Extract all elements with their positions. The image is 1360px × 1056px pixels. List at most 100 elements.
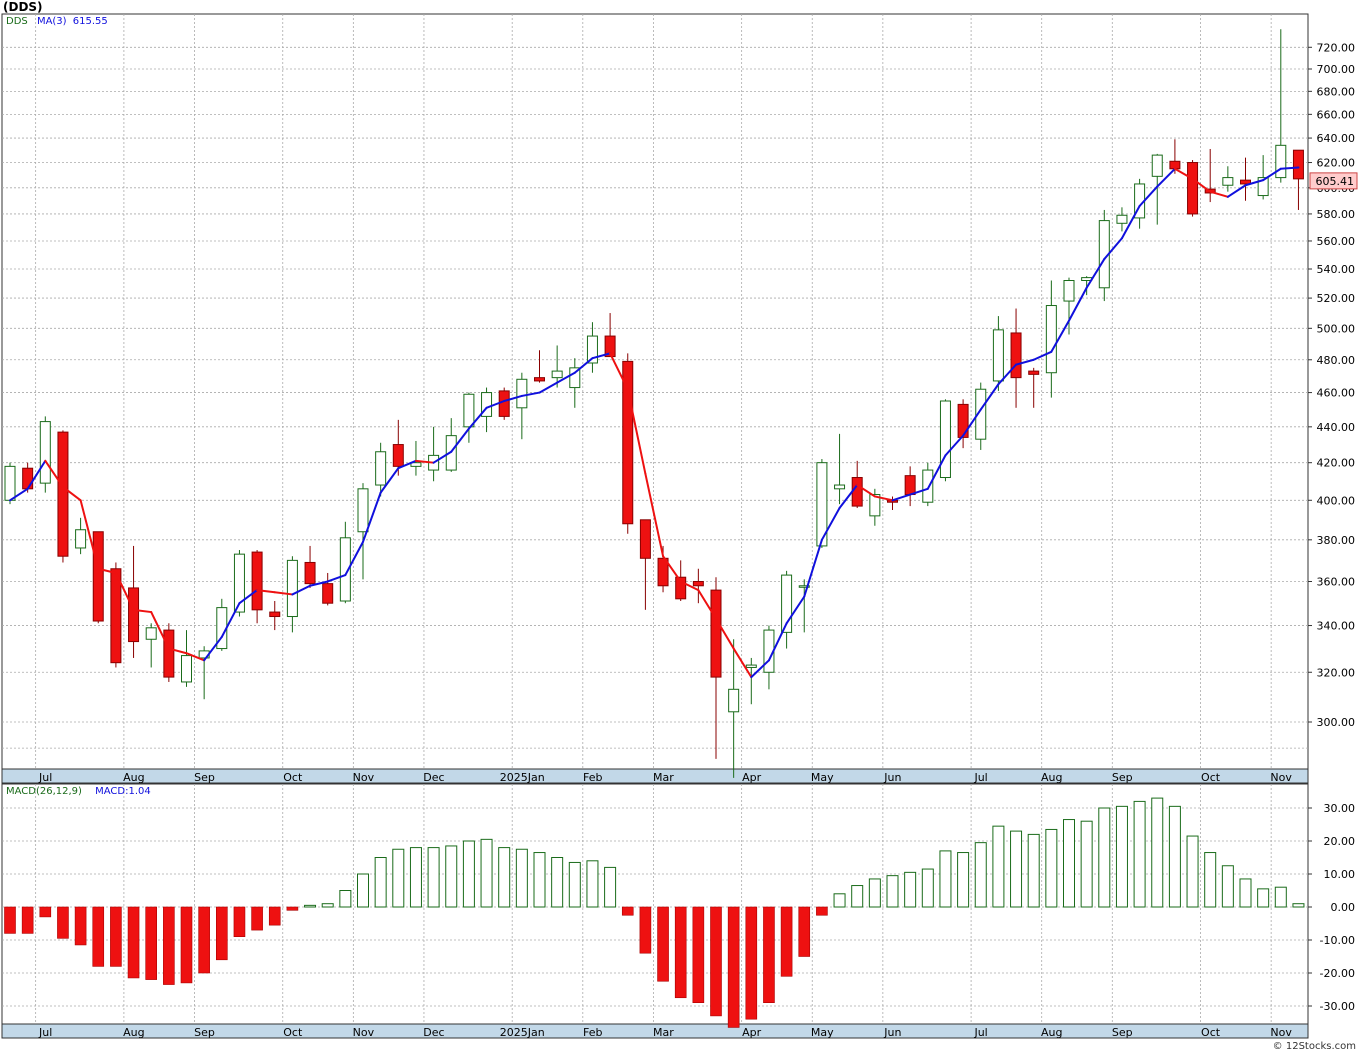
price-legend: DDS MA(3) 615.55 <box>6 16 114 27</box>
ma-line-segment <box>803 538 823 598</box>
candle-body <box>992 329 1004 382</box>
candle-body <box>1222 177 1234 186</box>
macd-axis-label: 20.00 <box>1324 835 1356 848</box>
macd-bar <box>4 906 16 934</box>
macd-bar <box>1115 805 1128 908</box>
candle-body <box>1275 144 1287 179</box>
macd-bar <box>1045 828 1058 908</box>
ma-line-segment <box>644 472 665 558</box>
ma-line-segment <box>820 507 841 541</box>
ma-line-segment <box>1191 177 1212 193</box>
price-axis-label: 500.00 <box>1317 322 1356 335</box>
ma-line-segment <box>167 647 188 655</box>
macd-bar <box>1257 888 1270 908</box>
candle <box>745 657 757 705</box>
candle <box>339 521 351 604</box>
candle <box>939 399 951 482</box>
ma-line-segment <box>132 608 153 614</box>
ma-line-segment <box>344 540 364 577</box>
ma-line-segment <box>450 427 470 453</box>
candle-body <box>22 467 34 490</box>
macd-bar <box>357 873 369 908</box>
candle <box>357 483 369 580</box>
macd-bar <box>127 906 140 979</box>
month-label: Aug <box>1041 1026 1062 1039</box>
candle <box>463 392 475 443</box>
macd-bar <box>409 847 422 908</box>
month-label: Oct <box>283 771 303 784</box>
candle <box>251 550 263 624</box>
candle-body <box>339 537 351 602</box>
macd-bar <box>868 878 881 908</box>
macd-axis-label: -20.00 <box>1320 967 1355 980</box>
price-axis-label: 480.00 <box>1317 354 1356 367</box>
month-label: May <box>811 1026 834 1039</box>
macd-bar <box>1080 820 1093 908</box>
macd-bar <box>1292 903 1305 908</box>
macd-bar <box>1204 852 1217 908</box>
candle <box>481 387 493 433</box>
ma-line-segment <box>785 595 806 625</box>
candle-body <box>816 462 828 547</box>
ma-line-segment <box>1120 204 1141 240</box>
ma-line-segment <box>1226 184 1247 198</box>
macd-bar <box>710 906 722 1017</box>
month-label: Aug <box>123 771 144 784</box>
ma-line-segment <box>326 574 347 583</box>
candle <box>1063 277 1075 335</box>
candle <box>604 313 616 358</box>
ma-line-segment <box>997 363 1018 386</box>
candle <box>622 353 634 534</box>
price-axis-label: 440.00 <box>1317 421 1356 434</box>
macd-bar <box>110 906 122 967</box>
ma-line-segment <box>238 589 259 605</box>
candle <box>869 488 881 526</box>
macd-bar <box>851 885 864 908</box>
macd-bar <box>921 868 934 908</box>
candle <box>798 579 810 633</box>
macd-bar <box>216 906 228 961</box>
candle <box>1257 155 1269 200</box>
candle <box>516 372 528 440</box>
ma-line-segment <box>432 450 453 464</box>
macd-bar <box>1133 800 1146 908</box>
ma-line-segment <box>1085 258 1106 289</box>
candle <box>569 358 581 408</box>
month-label: Oct <box>1201 771 1221 784</box>
macd-bar <box>163 906 175 985</box>
macd-bar <box>727 906 740 1028</box>
candle <box>957 399 969 449</box>
candle <box>1275 29 1287 183</box>
candle <box>692 568 704 604</box>
candle <box>586 322 598 373</box>
macd-bar <box>374 857 387 908</box>
candle-body <box>1151 154 1163 177</box>
price-legend-ma-value: 615.55 <box>72 16 108 27</box>
macd-bar <box>1151 797 1164 908</box>
macd-legend-label: MACD(26,12,9) <box>6 786 82 797</box>
ma-line-segment <box>962 408 982 437</box>
ma-line-segment <box>203 635 223 662</box>
candle <box>1292 149 1304 210</box>
ma-line-segment <box>256 589 276 594</box>
ma-line-segment <box>61 485 82 502</box>
price-axis-label: 340.00 <box>1317 620 1356 633</box>
ma-line-segment <box>697 589 717 620</box>
candle-body <box>498 390 510 417</box>
month-label: Jun <box>883 1026 901 1039</box>
month-label: Dec <box>423 771 444 784</box>
ma-line-segment <box>26 459 47 490</box>
candle <box>1151 153 1163 225</box>
ma-line-segment <box>856 484 876 498</box>
candle-body <box>586 335 598 364</box>
candle <box>145 623 157 668</box>
macd-bar <box>498 847 511 908</box>
macd-legend-value: MACD:1.04 <box>95 786 151 797</box>
ma-line-segment <box>609 352 629 391</box>
ma-line-segment <box>750 659 770 679</box>
macd-bar <box>586 860 599 908</box>
candle-body <box>516 378 528 409</box>
ma-line-segment <box>1209 190 1229 198</box>
price-axis-label: 420.00 <box>1317 457 1356 470</box>
candle-body <box>110 568 122 664</box>
